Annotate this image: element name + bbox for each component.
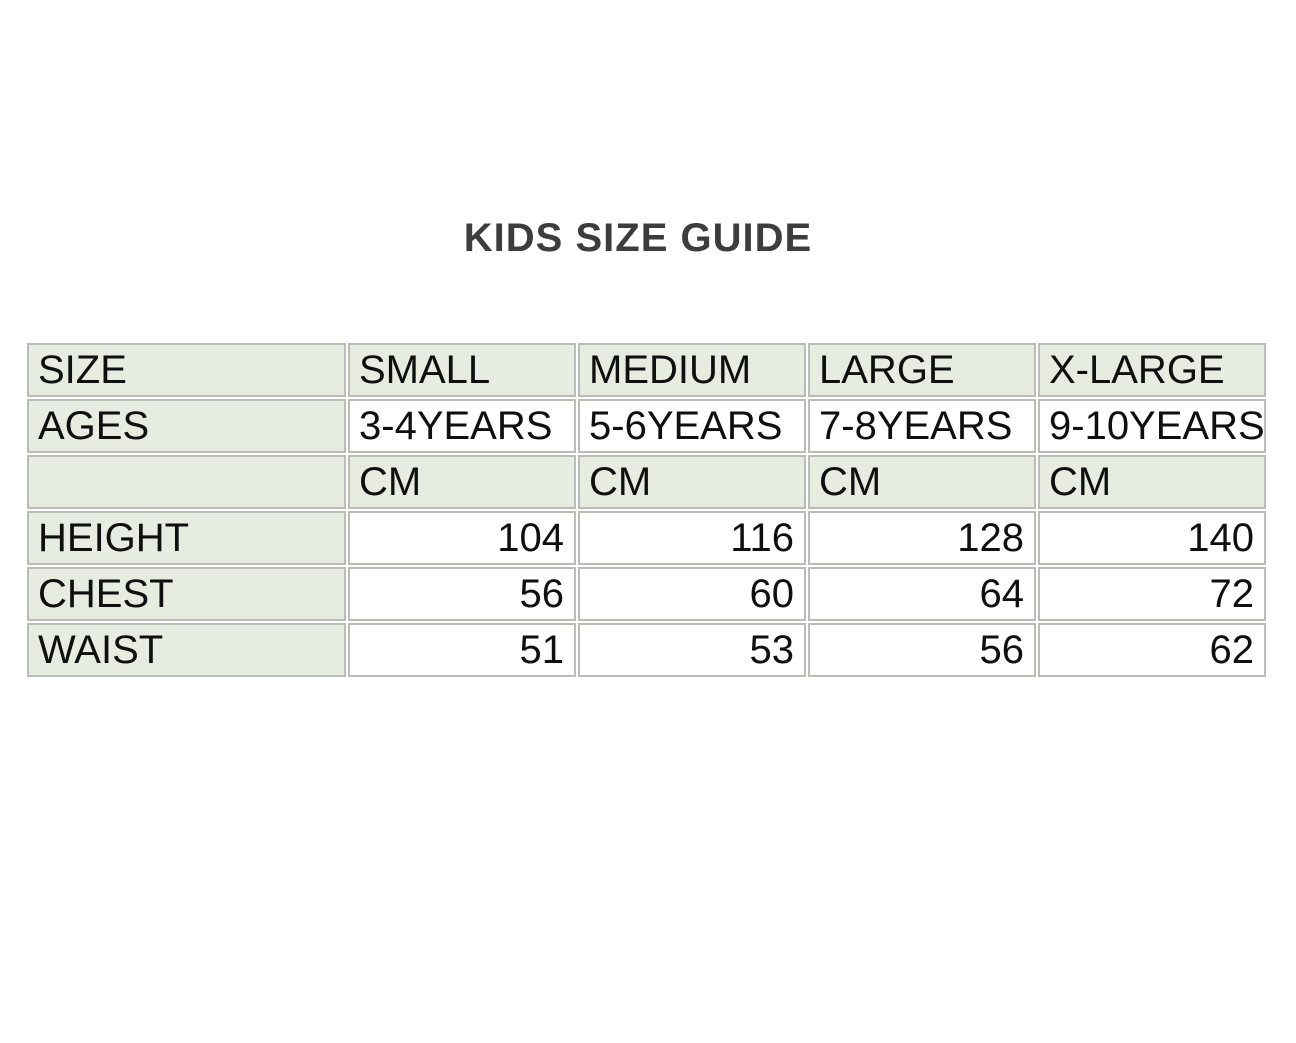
table-row-chest: CHEST 56 60 64 72 — [27, 567, 1266, 621]
chest-medium: 60 — [578, 567, 806, 621]
unit-row-label — [27, 455, 346, 509]
unit-small: CM — [348, 455, 576, 509]
waist-row-label: WAIST — [27, 623, 346, 677]
height-small: 104 — [348, 511, 576, 565]
waist-medium: 53 — [578, 623, 806, 677]
chest-small: 56 — [348, 567, 576, 621]
waist-large: 56 — [808, 623, 1036, 677]
size-row-label: SIZE — [27, 343, 346, 397]
page-title: KIDS SIZE GUIDE — [463, 216, 813, 260]
unit-large: CM — [808, 455, 1036, 509]
height-large: 128 — [808, 511, 1036, 565]
unit-xlarge: CM — [1038, 455, 1266, 509]
header-xlarge: X-LARGE — [1038, 343, 1266, 397]
table-row-height: HEIGHT 104 116 128 140 — [27, 511, 1266, 565]
size-guide-table: SIZE SMALL MEDIUM LARGE X-LARGE AGES 3-4… — [25, 341, 1268, 679]
header-small: SMALL — [348, 343, 576, 397]
header-medium: MEDIUM — [578, 343, 806, 397]
height-xlarge: 140 — [1038, 511, 1266, 565]
header-large: LARGE — [808, 343, 1036, 397]
unit-medium: CM — [578, 455, 806, 509]
waist-xlarge: 62 — [1038, 623, 1266, 677]
ages-medium: 5-6YEARS — [578, 399, 806, 453]
table-row-size: SIZE SMALL MEDIUM LARGE X-LARGE — [27, 343, 1266, 397]
ages-row-label: AGES — [27, 399, 346, 453]
table-row-waist: WAIST 51 53 56 62 — [27, 623, 1266, 677]
height-medium: 116 — [578, 511, 806, 565]
table-row-unit: CM CM CM CM — [27, 455, 1266, 509]
waist-small: 51 — [348, 623, 576, 677]
table-row-ages: AGES 3-4YEARS 5-6YEARS 7-8YEARS 9-10YEAR… — [27, 399, 1266, 453]
chest-xlarge: 72 — [1038, 567, 1266, 621]
chest-large: 64 — [808, 567, 1036, 621]
ages-xlarge: 9-10YEARS — [1038, 399, 1266, 453]
chest-row-label: CHEST — [27, 567, 346, 621]
ages-large: 7-8YEARS — [808, 399, 1036, 453]
ages-small: 3-4YEARS — [348, 399, 576, 453]
height-row-label: HEIGHT — [27, 511, 346, 565]
